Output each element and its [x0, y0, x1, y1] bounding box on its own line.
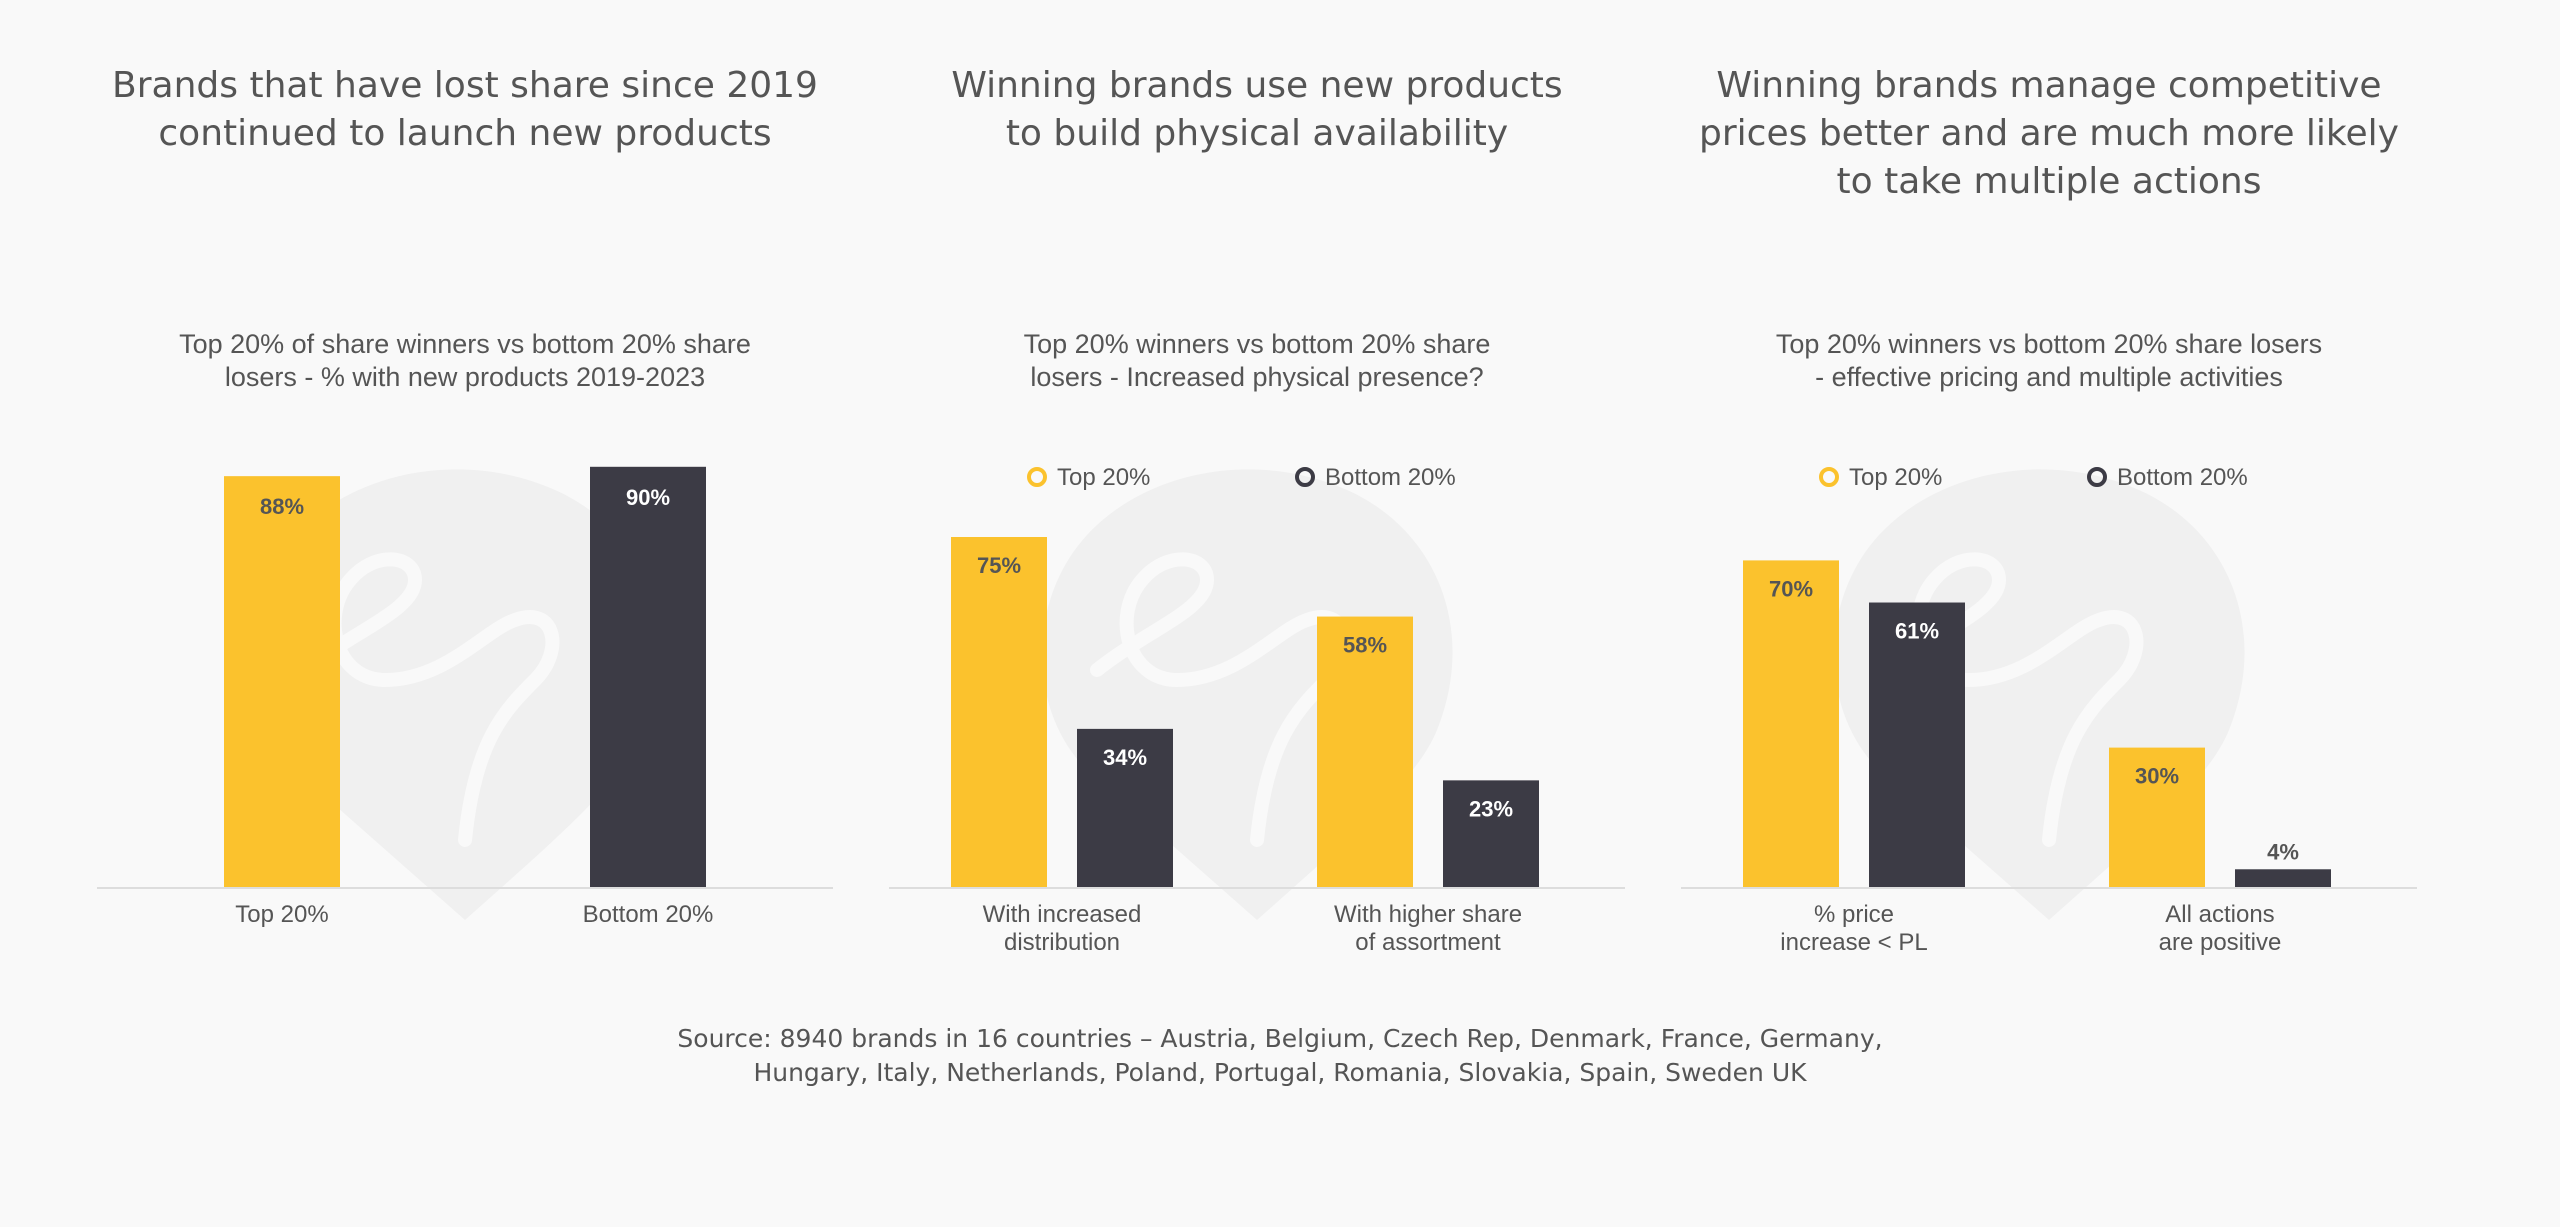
data-label: 70%	[1769, 576, 1813, 601]
source-note: Source: 8940 brands in 16 countries – Au…	[677, 1024, 1883, 1087]
chart-1: 88% Top 20% 90% Bottom 20%	[97, 466, 833, 928]
chart-3: Top 20% 70% 30% Bottom 20% 61% 4% % price incre…	[1681, 464, 2417, 956]
chart-subtitle: Top 20% winners vs bottom 20% share lose…	[1775, 329, 2323, 392]
chart-2: Top 20% 75% 58% Bottom 20% 34% 23% With increa…	[889, 464, 1625, 956]
data-label: 30%	[2135, 764, 2179, 789]
legend-marker	[1027, 467, 1047, 487]
data-label: 61%	[1895, 619, 1939, 644]
legend-marker	[1819, 467, 1839, 487]
panel-title: Brands that have lost share since 2019 c…	[112, 65, 818, 154]
panel-3: Winning brands manage competitive prices…	[1669, 0, 2429, 1000]
category-label: With higher share of assortment	[1334, 901, 1522, 956]
data-label: 88%	[260, 494, 304, 519]
watermark-logo	[250, 469, 661, 920]
panel-1: Brands that have lost share since 2019 c…	[85, 0, 845, 1000]
category-label: % price increase < PL	[1780, 901, 1927, 956]
data-label: 75%	[977, 553, 1021, 578]
category-label: All actions are positive	[2159, 901, 2282, 956]
bar	[1869, 602, 1965, 888]
data-label: 4%	[2267, 839, 2299, 864]
data-label: 90%	[626, 485, 670, 510]
watermark-glyph	[1882, 552, 2144, 847]
legend-label: Top 20%	[1057, 464, 1150, 491]
data-label: 23%	[1469, 796, 1513, 821]
bar	[951, 537, 1047, 888]
bar	[590, 466, 706, 888]
bar	[1443, 780, 1539, 888]
panel-title: Winning brands manage competitive prices…	[1699, 65, 2399, 202]
legend-marker	[1295, 467, 1315, 487]
panel-2: Winning brands use new products to build…	[877, 0, 1637, 1000]
panel-title: Winning brands use new products to build…	[951, 65, 1563, 154]
bar	[1317, 616, 1413, 888]
watermark-glyph	[298, 552, 560, 847]
legend-label: Bottom 20%	[2117, 464, 2248, 491]
category-label: With increased distribution	[983, 901, 1142, 956]
chart-subtitle: Top 20% of share winners vs bottom 20% s…	[179, 329, 751, 392]
legend-label: Bottom 20%	[1325, 464, 1456, 491]
bar	[224, 476, 340, 888]
bar	[1743, 560, 1839, 888]
category-label: Bottom 20%	[583, 901, 714, 928]
legend-label: Top 20%	[1849, 464, 1942, 491]
bar	[1077, 728, 1173, 888]
data-label: 34%	[1103, 745, 1147, 770]
data-label: 58%	[1343, 633, 1387, 658]
category-label: Top 20%	[235, 901, 328, 928]
chart-subtitle: Top 20% winners vs bottom 20% share lose…	[1023, 329, 1491, 392]
bar	[2235, 869, 2331, 888]
legend-marker	[2087, 467, 2107, 487]
bar	[2109, 747, 2205, 888]
